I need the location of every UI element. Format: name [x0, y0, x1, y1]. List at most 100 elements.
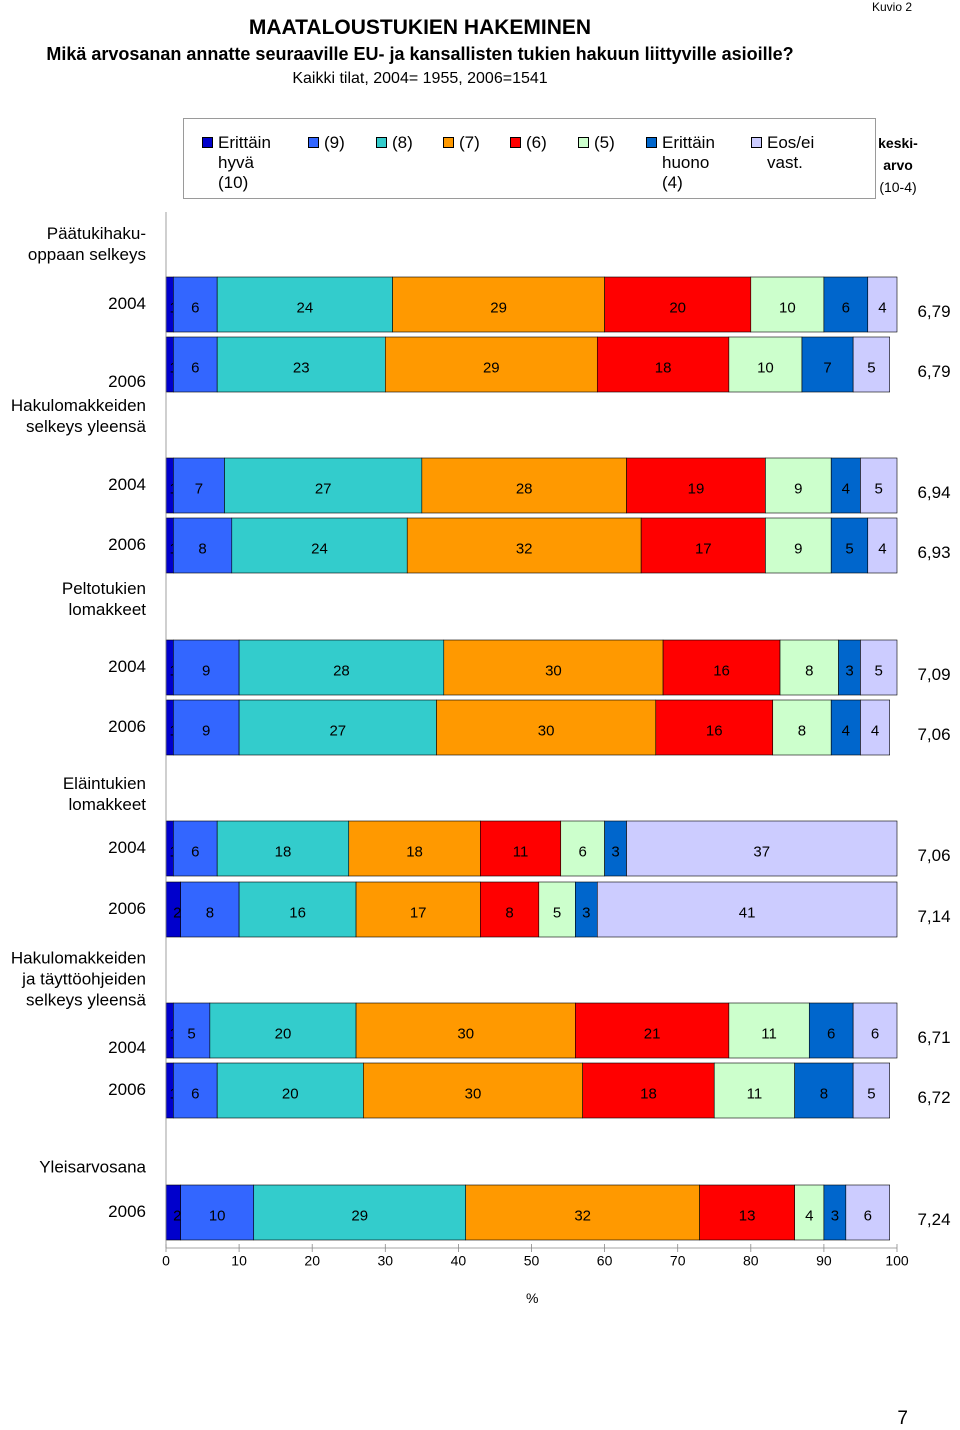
row-average-value: 7,14	[917, 907, 950, 926]
bar-segment	[436, 699, 657, 756]
legend-label-eos: Eos/ei vast.	[767, 133, 815, 172]
bar-value-label: 2	[173, 1207, 181, 1224]
bar-value-label: 10	[757, 359, 774, 376]
bar-segment	[794, 1062, 854, 1119]
bar-segment	[596, 881, 898, 938]
x-tick-label: 50	[524, 1253, 540, 1269]
bar-value-label: 18	[655, 359, 672, 376]
bar-segment	[808, 1002, 854, 1059]
bar-value-label: 9	[202, 722, 210, 739]
bar-value-label: 24	[297, 299, 314, 316]
bar-segment	[173, 1062, 218, 1119]
legend-label-4: Erittäin huono (4)	[662, 133, 715, 192]
bar-segment	[238, 881, 357, 938]
bar-value-label: 7	[823, 359, 831, 376]
group-label: Peltotukien	[62, 579, 146, 598]
bar-value-label: 32	[574, 1207, 591, 1224]
bar-segment	[830, 457, 861, 514]
bar-value-label: 11	[513, 843, 529, 860]
bar-segment	[640, 517, 766, 574]
bar-value-label: 4	[871, 722, 879, 739]
bar-segment	[794, 1184, 825, 1241]
bar-segment	[728, 1002, 810, 1059]
bar-value-label: 19	[688, 480, 705, 497]
x-tick-label: 20	[304, 1253, 320, 1269]
bar-segment	[852, 1062, 890, 1119]
row-year-label: 2004	[108, 1038, 146, 1057]
bar-segment	[363, 1062, 583, 1119]
bar-value-label: 28	[516, 480, 533, 497]
bar-segment	[582, 1062, 715, 1119]
bar-segment	[238, 699, 437, 756]
row-average-value: 6,79	[917, 302, 950, 321]
bar-value-label: 11	[747, 1085, 763, 1102]
bar-value-label: 6	[191, 359, 199, 376]
legend-label-10: Erittäin hyvä (10)	[218, 133, 271, 192]
bar-value-label: 8	[805, 662, 813, 679]
bar-value-label: 18	[275, 843, 292, 860]
bar-segment	[216, 820, 350, 877]
bar-value-label: 20	[282, 1085, 299, 1102]
bar-segment	[480, 881, 540, 938]
bar-segment	[406, 517, 642, 574]
bar-value-label: 3	[831, 1207, 839, 1224]
chart-subtitle: Mikä arvosanan annatte seuraaville EU- j…	[46, 44, 794, 64]
x-tick-label: 40	[451, 1253, 467, 1269]
row-year-label: 2004	[108, 294, 146, 313]
group-label: Eläintukien	[63, 774, 146, 793]
bar-value-label: 5	[867, 359, 875, 376]
legend-swatch-10	[202, 137, 213, 148]
group-label: Päätukihaku-	[47, 224, 146, 243]
group-label: lomakkeet	[69, 600, 147, 619]
bar-value-label: 5	[867, 1085, 875, 1102]
bar-value-label: 20	[669, 299, 686, 316]
bar-segment	[392, 276, 605, 333]
bar-segment	[626, 457, 766, 514]
bar-value-label: 9	[794, 480, 802, 497]
row-year-label: 2006	[108, 899, 146, 918]
bar-segment	[443, 639, 664, 696]
legend-swatch-7	[443, 137, 454, 148]
group-label: ja täyttöohjeiden	[21, 969, 146, 988]
bar-value-label: 30	[457, 1025, 474, 1042]
row-average-value: 6,72	[917, 1088, 950, 1107]
legend-swatch-6	[510, 137, 521, 148]
bar-value-label: 6	[827, 1025, 835, 1042]
row-average-value: 6,79	[917, 362, 950, 381]
bar-segment	[823, 276, 869, 333]
bar-value-label: 41	[739, 904, 756, 921]
row-average-value: 7,06	[917, 846, 950, 865]
bar-value-label: 17	[410, 904, 427, 921]
x-tick-label: 100	[885, 1253, 909, 1269]
bar-segment	[604, 276, 752, 333]
legend-swatch-5	[578, 137, 589, 148]
legend-label-9: (9)	[324, 133, 345, 152]
bar-value-label: 21	[644, 1025, 661, 1042]
bar-value-label: 10	[209, 1207, 226, 1224]
legend-swatch-9	[308, 137, 319, 148]
x-tick-label: 10	[231, 1253, 247, 1269]
bar-value-label: 4	[878, 299, 886, 316]
bar-value-label: 4	[842, 722, 850, 739]
bar-segment	[253, 1184, 467, 1241]
group-label: Hakulomakkeiden	[11, 396, 146, 415]
bar-value-label: 20	[275, 1025, 292, 1042]
group-label: selkeys yleensä	[26, 417, 147, 436]
bar-segment	[845, 1184, 890, 1241]
bar-value-label: 37	[753, 843, 770, 860]
bar-segment	[355, 881, 481, 938]
bar-value-label: 10	[779, 299, 796, 316]
bar-value-label: 3	[845, 662, 853, 679]
bar-segment	[173, 699, 240, 756]
bar-segment	[830, 517, 869, 574]
bar-value-label: 13	[739, 1207, 756, 1224]
bar-value-label: 30	[465, 1085, 482, 1102]
bar-segment	[180, 1184, 255, 1241]
bar-value-label: 18	[406, 843, 423, 860]
bar-segment	[779, 639, 839, 696]
bar-value-label: 4	[805, 1207, 813, 1224]
bar-value-label: 32	[516, 540, 533, 557]
bar-value-label: 8	[505, 904, 513, 921]
bar-value-label: 11	[761, 1025, 777, 1042]
bar-segment	[231, 517, 408, 574]
